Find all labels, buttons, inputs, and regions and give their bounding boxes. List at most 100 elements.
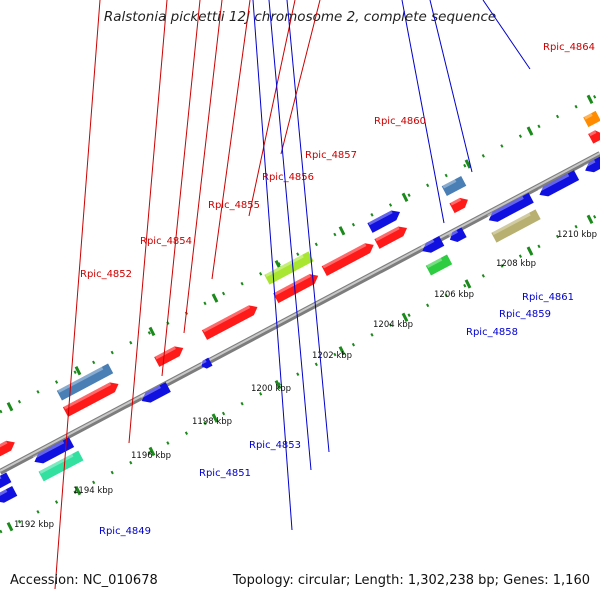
gene-label-rpic-4859[interactable]: Rpic_4859 — [499, 309, 551, 320]
gene-rpic-4856-shine — [322, 243, 367, 269]
gene-rev-e-body — [488, 192, 534, 222]
gene-rpic-4864[interactable] — [588, 128, 600, 144]
gene-label-rpic-4851[interactable]: Rpic_4851 — [199, 468, 251, 479]
gene-rpic-4849-body — [38, 450, 84, 482]
callout-line — [429, 0, 473, 173]
gene-rev-b-shine — [0, 489, 8, 499]
gene-rev-e-shine — [487, 196, 524, 218]
gene-label-rpic-4852[interactable]: Rpic_4852 — [80, 269, 132, 280]
gene-rpic-4860-body — [449, 197, 468, 214]
major-tick-u — [464, 159, 472, 169]
gene-rpic-4855-body — [273, 274, 319, 304]
gene-label-rpic-4861[interactable]: Rpic_4861 — [522, 292, 574, 303]
gene-rpic-4856-body — [321, 243, 374, 276]
gene-rpic-4851[interactable] — [139, 382, 171, 406]
gene-rpic-4855-lime-body — [264, 251, 314, 285]
gene-label-rpic-4854[interactable]: Rpic_4854 — [140, 236, 192, 247]
gene-rev-f[interactable] — [537, 170, 580, 199]
gene-rpic-4864-body — [588, 130, 600, 144]
gene-rev-f-body — [539, 170, 580, 197]
gene-rpic-4852[interactable] — [154, 343, 186, 367]
gene-rev-g[interactable] — [583, 156, 600, 175]
gene-label-rpic-4858[interactable]: Rpic_4858 — [466, 327, 518, 338]
chromosome-backbone — [0, 151, 600, 475]
major-tick-l — [338, 346, 346, 356]
gene-rev-g-shine — [583, 159, 596, 169]
gene-rev-a-shine — [32, 440, 65, 460]
gene-rpic-4864-orange[interactable] — [583, 110, 600, 128]
major-tick-l — [211, 413, 219, 423]
accession-text: Accession: NC_010678 — [10, 573, 158, 588]
gene-label-rpic-4860[interactable]: Rpic_4860 — [374, 116, 426, 127]
callout-line — [183, 0, 223, 334]
gene-rpic-4853-shine — [200, 359, 207, 365]
gene-label-rpic-4855[interactable]: Rpic_4855 — [208, 200, 260, 211]
gene-rpic-4854[interactable] — [201, 302, 260, 340]
gene-rpic-4861-body — [491, 209, 541, 243]
major-tick-u — [526, 126, 534, 136]
major-tick-l — [526, 246, 534, 256]
tick-label: 1194 kbp — [73, 486, 113, 496]
gene-rpic-4850-fwd[interactable] — [62, 379, 121, 417]
gene-features — [0, 110, 600, 506]
gene-rev-d-body — [449, 227, 467, 242]
callout-line — [482, 0, 531, 70]
major-tick-l — [464, 279, 472, 289]
gene-rpic-4854-body — [201, 305, 258, 340]
gene-label-rpic-4853[interactable]: Rpic_4853 — [249, 440, 301, 451]
gene-rpic-4851-body — [141, 382, 171, 403]
major-tick-l — [274, 379, 282, 390]
major-tick-l — [401, 312, 409, 323]
gene-rpic-4854-shine — [202, 305, 251, 333]
major-tick-l — [6, 522, 14, 532]
gene-rev-b[interactable] — [0, 485, 18, 506]
gene-rpic-4860-box[interactable] — [441, 175, 467, 197]
major-tick-u — [6, 402, 14, 412]
gene-rev-a[interactable] — [32, 437, 75, 466]
gene-rpic-4858[interactable] — [425, 254, 453, 276]
gene-rev-c[interactable] — [420, 235, 445, 256]
gene-rpic-4858-body — [425, 254, 453, 276]
major-tick-u — [586, 94, 594, 104]
gene-rpic-4855-lime-shine — [265, 254, 304, 278]
gene-callouts: Rpic_4849 Rpic_4851 Rpic_4852 Rpic_4853 Rpic… — [54, 0, 595, 590]
callout-line — [286, 0, 330, 453]
gene-steelblue-a-body — [56, 363, 114, 401]
tick-label: 1198 kbp — [192, 417, 232, 427]
gene-rpic-4853[interactable] — [199, 357, 213, 371]
tick-label: 1206 kbp — [434, 290, 474, 300]
gene-rev-h[interactable] — [0, 472, 12, 491]
gene-steelblue-a-shine — [57, 366, 104, 393]
gene-steelblue-a[interactable] — [56, 363, 114, 401]
gene-rpic-4855-lime[interactable] — [264, 251, 314, 285]
gene-rev-c-shine — [420, 239, 435, 249]
major-tick-l — [148, 446, 156, 457]
gene-rev-d[interactable] — [447, 227, 467, 244]
map-title: Ralstonia pickettii 12J chromosome 2, co… — [103, 9, 497, 25]
major-tick-u — [401, 192, 409, 203]
gene-label-rpic-4856[interactable]: Rpic_4856 — [262, 172, 314, 183]
backbone-inner — [0, 152, 600, 472]
gene-fwd-a[interactable] — [0, 437, 17, 457]
major-tick-u — [148, 326, 156, 337]
gene-label-rpic-4864[interactable]: Rpic_4864 — [543, 42, 595, 53]
callout-line — [268, 0, 312, 471]
tick-label: 1192 kbp — [14, 520, 54, 530]
gene-rpic-4852-body — [154, 346, 184, 367]
gene-rpic-4852-shine — [155, 346, 176, 360]
gene-rpic-4857-blue[interactable] — [367, 207, 402, 233]
major-tick-u — [74, 365, 82, 376]
gene-rpic-4860[interactable] — [449, 195, 470, 214]
callout-line — [128, 0, 168, 444]
major-tick-u — [338, 226, 346, 236]
gene-rpic-4856[interactable] — [321, 240, 377, 276]
gene-rev-e[interactable] — [486, 192, 534, 225]
tick-labels: 1192 kbp 1194 kbp 1196 kbp 1198 kbp 1200 kbp… — [14, 230, 597, 530]
callout-line — [401, 0, 445, 224]
gene-label-rpic-4857[interactable]: Rpic_4857 — [305, 150, 357, 161]
gene-label-rpic-4849[interactable]: Rpic_4849 — [99, 526, 151, 537]
callout-line — [54, 0, 101, 590]
gene-rpic-4855[interactable] — [273, 271, 321, 304]
gene-rpic-4861[interactable] — [491, 209, 541, 243]
gene-rpic-4857[interactable] — [374, 223, 409, 249]
